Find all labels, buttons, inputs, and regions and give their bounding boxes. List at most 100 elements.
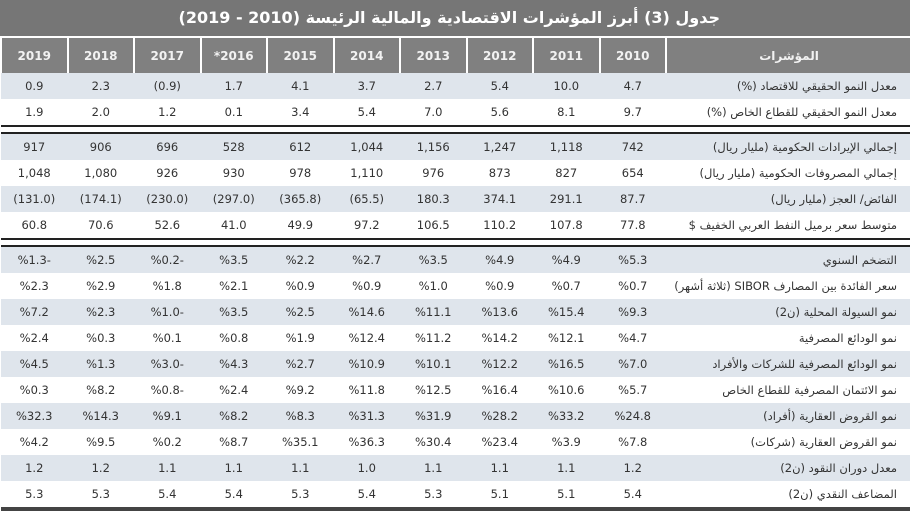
value-cell: %0.7 — [551, 279, 581, 293]
value-cell: 5.1 — [533, 481, 600, 511]
value-cell: 5.3 — [400, 481, 467, 511]
value-cell: (131.0) — [1, 186, 68, 212]
value-cell: %0.7 — [618, 279, 648, 293]
value-cell: %2.3 — [19, 279, 49, 293]
table-row: معدل دوران النقود (ن2) 1.2 1.1 1.1 1.1 1.0 1.1… — [1, 455, 910, 481]
value-cell: 528 — [200, 133, 267, 160]
value-cell: %11.2 — [414, 331, 452, 345]
value-cell: %9.5 — [86, 435, 116, 449]
value-cell: %1.0 — [418, 279, 448, 293]
value-cell: 5.4 — [200, 481, 267, 511]
value-cell: 654 — [621, 166, 644, 180]
table-row: إجمالي المصروفات الحكومية (مليار ريال) 65… — [1, 160, 910, 186]
value-cell: 70.6 — [87, 218, 114, 232]
header-year: 2011 — [532, 38, 600, 73]
value-cell: 0.1 — [224, 105, 243, 119]
value-cell: 1.1 — [134, 455, 201, 481]
value-cell: %1.3- — [1, 246, 68, 273]
value-cell: %23.4 — [481, 435, 519, 449]
value-cell: %10.9 — [333, 351, 400, 377]
value-cell: %30.4 — [414, 435, 452, 449]
table-row: معدل النمو الحقيقي للاقتصاد (%) 4.7 10.0 5.… — [1, 73, 910, 99]
value-cell: %28.2 — [466, 403, 533, 429]
value-cell: %14.2 — [481, 331, 519, 345]
row-label: نمو السيولة المحلية (ن2) — [666, 299, 910, 325]
header-row: المؤشرات 2010 2011 2012 2013 2014 2015 2016* 20… — [0, 38, 910, 73]
value-cell: 4.1 — [267, 73, 334, 99]
row-label: الفائض/ العجز (مليار ريال) — [666, 186, 910, 212]
table-row: نمو السيولة المحلية (ن2) %9.3 %15.4 %13.6 %1… — [1, 299, 910, 325]
value-cell: 1,247 — [466, 133, 533, 160]
value-cell: %10.1 — [400, 351, 467, 377]
value-cell: %10.6 — [547, 383, 585, 397]
header-year: 2019 — [0, 38, 68, 73]
value-cell: %11.8 — [348, 383, 386, 397]
value-cell: %9.2 — [285, 383, 315, 397]
value-cell: 873 — [488, 166, 511, 180]
value-cell: %0.9 — [285, 279, 315, 293]
value-cell: 5.6 — [490, 105, 509, 119]
value-cell: %12.1 — [547, 331, 585, 345]
value-cell: 930 — [222, 166, 245, 180]
value-cell: %0.3 — [86, 331, 116, 345]
section-divider — [1, 125, 910, 134]
value-cell: 926 — [156, 166, 179, 180]
value-cell: %12.4 — [348, 331, 386, 345]
value-cell: 1.2 — [158, 105, 177, 119]
value-cell: %16.4 — [481, 383, 519, 397]
value-cell: %3.9 — [551, 435, 581, 449]
value-cell: %8.3 — [267, 403, 334, 429]
value-cell: 110.2 — [483, 218, 517, 232]
value-cell: %0.3 — [19, 383, 49, 397]
table-row: التضخم السنوي %5.3 %4.9 %4.9 %3.5 %2.7 %2.2 %3.… — [1, 246, 910, 273]
value-cell: %4.2 — [19, 435, 49, 449]
table-row: نمو الودائع المصرفية %4.7 %12.1 %14.2 %11.2%… — [1, 325, 910, 351]
value-cell: 917 — [1, 133, 68, 160]
value-cell: %16.5 — [533, 351, 600, 377]
value-cell: 5.3 — [1, 481, 68, 511]
value-cell: %14.6 — [333, 299, 400, 325]
value-cell: %36.3 — [348, 435, 386, 449]
value-cell: %13.6 — [466, 299, 533, 325]
value-cell: 1,156 — [400, 133, 467, 160]
row-label: التضخم السنوي — [666, 246, 910, 273]
value-cell: %1.3 — [67, 351, 134, 377]
value-cell: %0.8 — [219, 331, 249, 345]
value-cell: %4.7 — [618, 331, 648, 345]
value-cell: 9.7 — [623, 105, 642, 119]
value-cell: %3.5 — [200, 299, 267, 325]
value-cell: %24.8 — [599, 403, 666, 429]
value-cell: %1.8 — [152, 279, 182, 293]
value-cell: 291.1 — [533, 186, 600, 212]
row-label: نمو القروض العقارية (أفراد) — [666, 403, 910, 429]
row-label: نمو الودائع المصرفية — [798, 331, 897, 345]
row-label: نمو القروض العقارية (شركات) — [750, 435, 897, 449]
value-cell: 696 — [134, 133, 201, 160]
header-year: 2014 — [332, 38, 400, 73]
value-cell: 52.6 — [154, 218, 181, 232]
value-cell: %3.5 — [200, 246, 267, 273]
table-row: سعر الفائدة بين المصارف SIBOR (ثلاثة أشه… — [1, 273, 910, 299]
value-cell: %5.7 — [618, 383, 648, 397]
value-cell: %9.1 — [134, 403, 201, 429]
row-label: إجمالي المصروفات الحكومية (مليار ريال) — [699, 166, 897, 180]
value-cell: 1.1 — [533, 455, 600, 481]
value-cell: 5.4 — [333, 481, 400, 511]
value-cell: %1.0- — [134, 299, 201, 325]
header-year: 2016* — [199, 38, 267, 73]
value-cell: 1,080 — [84, 166, 118, 180]
value-cell: 97.2 — [353, 218, 380, 232]
header-year: 2017 — [133, 38, 201, 73]
value-cell: (365.8) — [267, 186, 334, 212]
value-cell: %15.4 — [533, 299, 600, 325]
indicators-table: المؤشرات 2010 2011 2012 2013 2014 2015 2016* 20… — [0, 38, 910, 511]
value-cell: %2.7 — [267, 351, 334, 377]
value-cell: (230.0) — [134, 186, 201, 212]
value-cell: %1.9 — [285, 331, 315, 345]
header-year: 2018 — [66, 38, 134, 73]
value-cell: 60.8 — [21, 218, 48, 232]
table-row: نمو القروض العقارية (أفراد) %24.8 %33.2 %28… — [1, 403, 910, 429]
value-cell: 5.4 — [357, 105, 376, 119]
header-year: 2010 — [598, 38, 666, 73]
value-cell: %2.2 — [267, 246, 334, 273]
